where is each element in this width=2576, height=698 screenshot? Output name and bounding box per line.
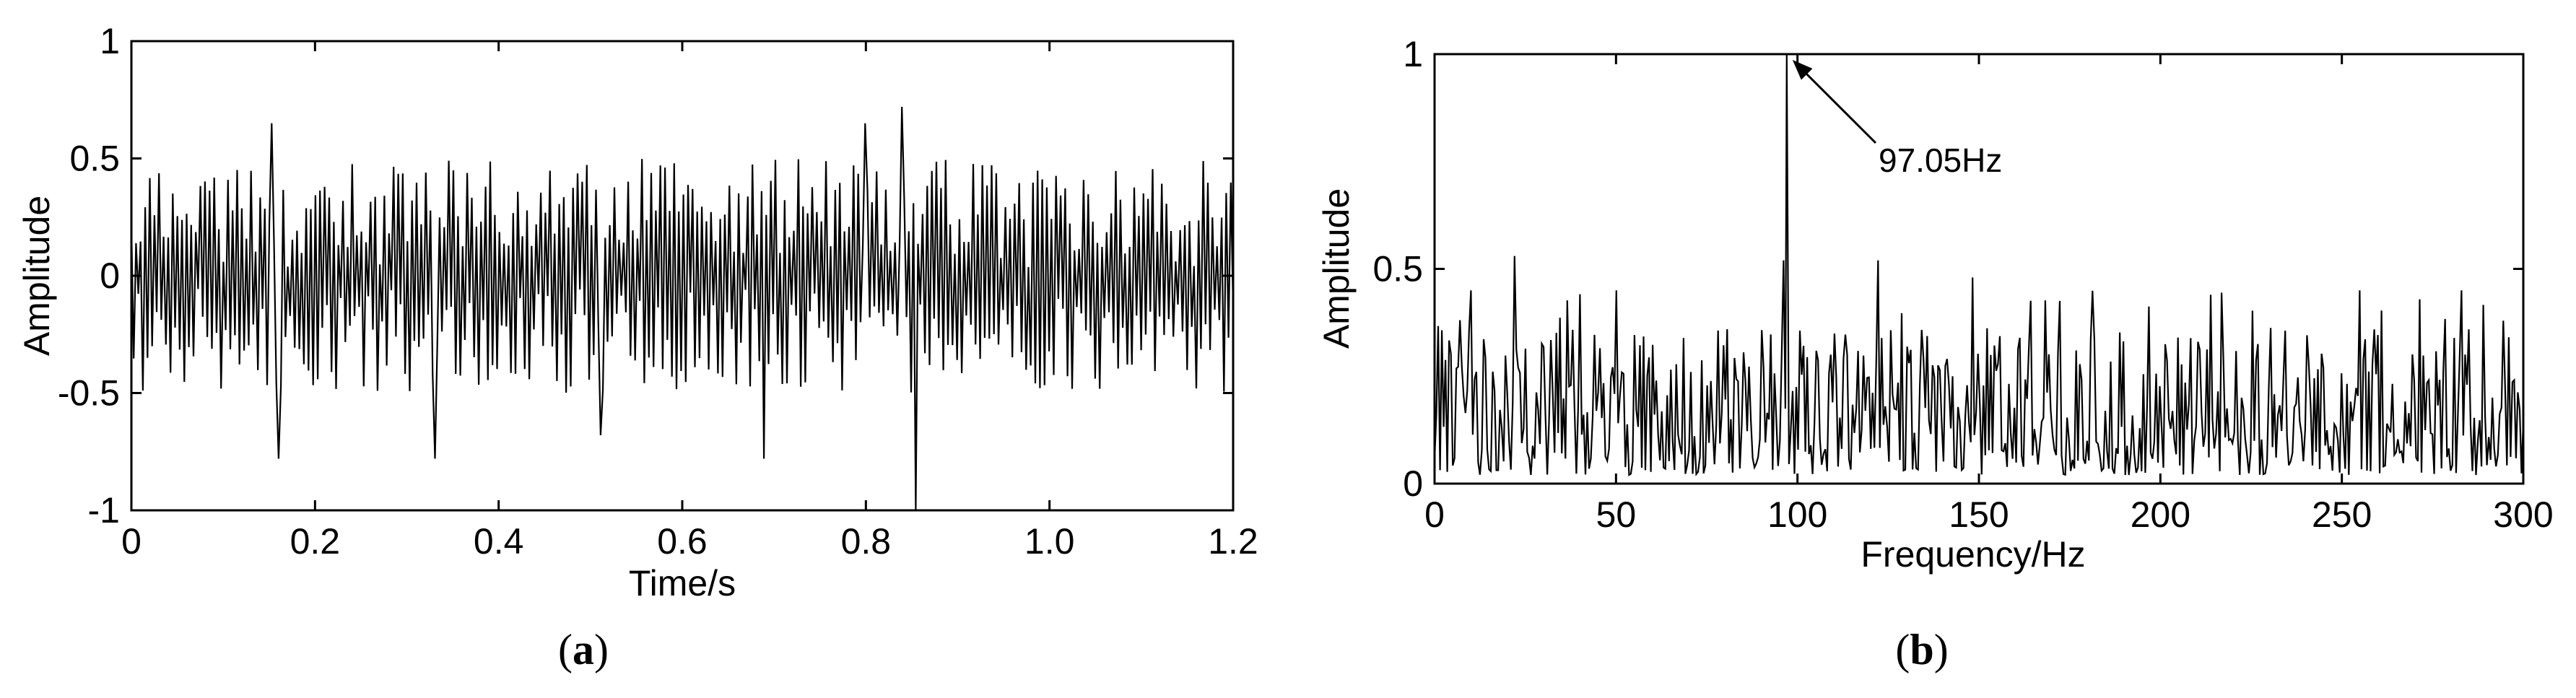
- panel-b-x-tick-label: 300: [2493, 494, 2553, 535]
- panel-a-x-tick-label: 0.2: [290, 521, 341, 562]
- panel-b-x-tick-label: 150: [1949, 494, 2009, 535]
- panel-a-y-tick-label: 0: [100, 256, 120, 296]
- panel-a-y-tick-label: -1: [88, 490, 120, 531]
- x-ticks-b: 0 50 100 150 200 250 300: [1424, 54, 2554, 535]
- panel-caption-a: (a): [558, 626, 609, 673]
- panel-b-y-tick-label: 0.5: [1372, 249, 1423, 289]
- y-ticks-a: -1 -0.5 0 0.5 1: [58, 21, 1233, 531]
- plot-area-b: [1433, 53, 2525, 485]
- panel-a-x-tick-label: 1.2: [1208, 521, 1258, 562]
- x-axis-label-b: Frequency/Hz: [1861, 534, 2085, 575]
- panel-a-x-tick-label: 0.6: [657, 521, 708, 562]
- panel-a: 0 0.2 0.4 0.6 0.8 1.0 1.2 -1 -0.5 0 0.5 1 Time/s A…: [17, 21, 1258, 673]
- y-axis-label-b: Amplitude: [1316, 188, 1357, 349]
- spectrum-line: [1433, 53, 2525, 477]
- panel-b-x-tick-label: 200: [2131, 494, 2190, 535]
- panel-b-x-tick-label: 250: [2312, 494, 2372, 535]
- panel-b-x-tick-label: 0: [1424, 494, 1445, 535]
- panel-a-y-tick-label: 0.5: [69, 139, 120, 179]
- peak-annotation-arrowhead: [1792, 60, 1813, 80]
- panel-b-x-tick-label: 50: [1596, 494, 1637, 535]
- x-ticks-a: 0 0.2 0.4 0.6 0.8 1.0 1.2: [121, 41, 1258, 562]
- y-axis-label-a: Amplitude: [17, 196, 57, 356]
- panel-a-x-tick-label: 0.8: [841, 521, 892, 562]
- panel-b: 0 50 100 150 200 250 300 00.51 97.05Hz Frequen…: [1316, 34, 2554, 673]
- panel-b-x-tick-label: 100: [1767, 494, 1827, 535]
- peak-annotation-label: 97.05Hz: [1879, 141, 2002, 179]
- y-ticks-b: 00.51: [1372, 34, 2523, 504]
- panel-a-x-tick-label: 0: [121, 521, 142, 562]
- x-axis-label-a: Time/s: [629, 563, 736, 603]
- panel-b-y-tick-label: 0: [1403, 463, 1423, 504]
- panel-a-x-tick-label: 0.4: [474, 521, 524, 562]
- peak-annotation-arrow: [1798, 66, 1877, 144]
- time-signal-line: [130, 106, 1235, 511]
- panel-b-y-tick-label: 1: [1403, 34, 1423, 74]
- panel-a-y-tick-label: -0.5: [58, 373, 120, 414]
- panel-a-x-tick-label: 1.0: [1024, 521, 1075, 562]
- panel-caption-b: (b): [1895, 626, 1948, 673]
- panel-a-y-tick-label: 1: [100, 21, 120, 61]
